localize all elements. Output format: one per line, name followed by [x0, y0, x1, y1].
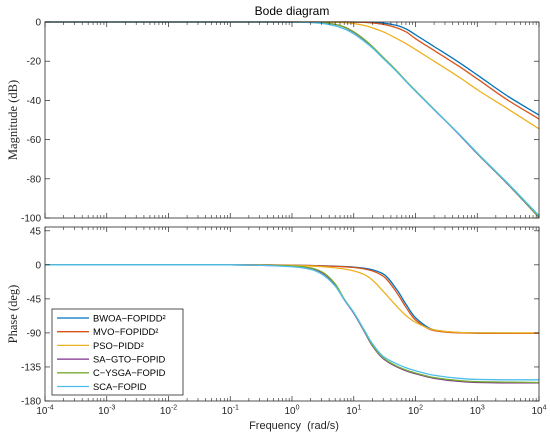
phase-y-tick-label: -90: [27, 328, 42, 339]
x-tick-label-base: 10: [36, 406, 48, 417]
x-tick-label-base: 10: [531, 406, 543, 417]
phase-axis-label: Phase (deg): [6, 285, 20, 344]
magnitude-y-tick-label: -80: [27, 174, 42, 185]
phase-y-tick-label: -180: [21, 397, 41, 408]
x-tick-label: 103: [470, 405, 485, 418]
x-tick-label: 10-3: [98, 405, 115, 418]
legend-item: SCA−FOPID: [57, 381, 147, 392]
x-tick-label: 10-2: [160, 405, 177, 418]
x-tick-label-base: 10: [408, 406, 420, 417]
x-tick-label: 101: [346, 405, 361, 418]
x-tick-labels: 10-4 10-3 10-2 10-1 100 101 102 103 104: [36, 405, 546, 418]
legend-label: SA−GTO−FOPID: [93, 354, 165, 365]
magnitude-plot: 0 -20 -40 -60 -80 -100: [21, 18, 540, 225]
x-tick-label-exponent: 4: [543, 405, 547, 412]
legend-label: MVO−FOPIDD²: [93, 326, 158, 337]
x-axis-label: Frequency (rad/s): [249, 420, 339, 432]
phase-y-tick-label: -45: [27, 294, 42, 305]
x-tick-label-exponent: -1: [233, 405, 239, 412]
phase-y-tick-label: 45: [30, 226, 42, 237]
x-tick-label-exponent: 0: [296, 405, 300, 412]
x-tick-label: 104: [531, 405, 546, 418]
magnitude-plot-area: [45, 22, 539, 218]
x-tick-label-exponent: -3: [109, 405, 115, 412]
x-tick-label-exponent: 3: [481, 405, 485, 412]
x-tick-label-base: 10: [160, 406, 172, 417]
chart-title: Bode diagram: [255, 4, 330, 18]
phase-y-tick-label: 0: [35, 260, 41, 271]
magnitude-y-tick-label: 0: [35, 18, 41, 29]
x-tick-label: 100: [284, 405, 299, 418]
magnitude-y-tick-label: -100: [21, 214, 41, 225]
phase-series-lines: [44, 264, 540, 384]
x-tick-label-base: 10: [222, 406, 234, 417]
x-tick-label-exponent: 2: [419, 405, 423, 412]
legend-item: MVO−FOPIDD²: [57, 326, 158, 337]
legend-item: BWOA−FOPIDD²: [57, 312, 166, 323]
legend-box: [51, 308, 184, 396]
phase-y-ticks: 45 0 -45 -90 -135 -180: [21, 226, 539, 408]
legend-label: C−YSGA−FOPID: [93, 367, 166, 378]
x-tick-label: 10-1: [222, 405, 239, 418]
magnitude-y-tick-label: -60: [27, 135, 42, 146]
x-tick-label: 102: [408, 405, 423, 418]
legend-item: SA−GTO−FOPID: [57, 354, 165, 365]
magnitude-x-ticks: [44, 22, 540, 218]
magnitude-y-tick-label: -20: [27, 57, 42, 68]
legend-label: PSO−PIDD²: [93, 340, 144, 351]
x-tick-label-exponent: -4: [47, 405, 53, 412]
legend-label: BWOA−FOPIDD²: [93, 312, 166, 323]
x-tick-label-base: 10: [284, 406, 296, 417]
x-tick-label-exponent: 1: [357, 405, 361, 412]
legend-item: PSO−PIDD²: [57, 340, 144, 351]
phase-y-tick-label: -135: [21, 362, 41, 373]
phase-line-sca-fopid: [44, 264, 539, 381]
phase-x-ticks: [44, 227, 540, 401]
magnitude-y-ticks: 0 -20 -40 -60 -80 -100: [21, 18, 539, 225]
legend: BWOA−FOPIDD² MVO−FOPIDD² PSO−PIDD² SA−GTO−F…: [51, 308, 184, 396]
x-tick-label-base: 10: [98, 406, 110, 417]
legend-label: SCA−FOPID: [93, 381, 147, 392]
x-tick-label-exponent: -2: [171, 405, 177, 412]
magnitude-y-tick-label: -40: [27, 96, 42, 107]
x-tick-label-base: 10: [470, 406, 482, 417]
legend-item: C−YSGA−FOPID: [57, 367, 166, 378]
x-tick-label: 10-4: [36, 405, 53, 418]
x-tick-label-base: 10: [346, 406, 358, 417]
magnitude-axis-label: Magnitude (dB): [6, 80, 20, 160]
